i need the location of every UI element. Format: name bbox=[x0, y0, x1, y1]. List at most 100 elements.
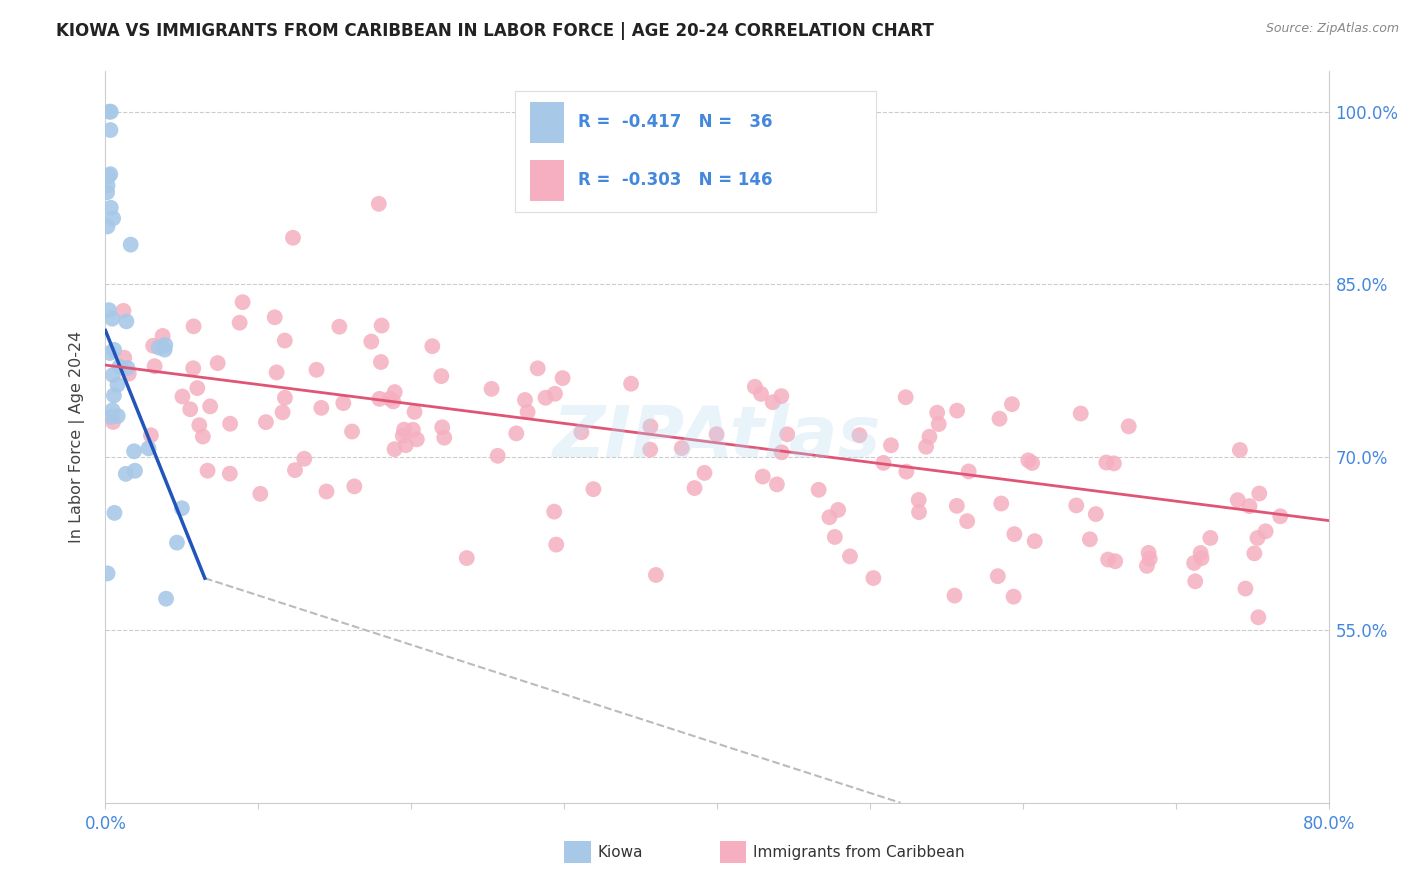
Point bbox=[915, 440, 938, 454]
Point bbox=[946, 499, 969, 513]
Text: Kiowa: Kiowa bbox=[598, 845, 643, 860]
Point bbox=[1249, 486, 1271, 500]
Point bbox=[219, 417, 242, 431]
Point bbox=[824, 530, 846, 544]
Point bbox=[908, 505, 931, 519]
Text: Immigrants from Caribbean: Immigrants from Caribbean bbox=[752, 845, 965, 860]
Point bbox=[281, 231, 304, 245]
Point bbox=[1184, 574, 1206, 589]
Point bbox=[392, 423, 415, 437]
Point bbox=[551, 371, 574, 385]
Point bbox=[544, 386, 567, 401]
Point bbox=[432, 420, 454, 434]
Point bbox=[433, 431, 456, 445]
Point bbox=[370, 355, 392, 369]
Point bbox=[744, 380, 766, 394]
Point bbox=[513, 392, 536, 407]
Point bbox=[101, 311, 124, 326]
Point bbox=[706, 427, 728, 442]
Point bbox=[107, 409, 129, 423]
Point bbox=[543, 505, 565, 519]
Point bbox=[263, 310, 285, 325]
Point bbox=[103, 343, 125, 357]
Point bbox=[546, 538, 568, 552]
Point bbox=[166, 535, 188, 549]
Point bbox=[360, 334, 382, 349]
Point bbox=[405, 433, 427, 447]
Point bbox=[96, 219, 118, 234]
Point bbox=[103, 388, 125, 402]
Point bbox=[1229, 442, 1251, 457]
Point bbox=[534, 391, 557, 405]
Point bbox=[1139, 551, 1161, 566]
Point bbox=[170, 501, 193, 516]
Point bbox=[181, 361, 204, 376]
FancyBboxPatch shape bbox=[720, 841, 747, 863]
Point bbox=[927, 406, 949, 420]
Point bbox=[818, 510, 841, 524]
Point bbox=[1243, 546, 1265, 560]
Point bbox=[391, 428, 413, 442]
Point bbox=[456, 551, 478, 566]
Point bbox=[305, 363, 328, 377]
Point bbox=[582, 482, 605, 496]
Point bbox=[97, 566, 120, 581]
Point bbox=[378, 392, 401, 406]
Point bbox=[112, 304, 135, 318]
Point bbox=[148, 341, 170, 355]
Point bbox=[1002, 527, 1025, 541]
Point bbox=[384, 385, 406, 400]
Point bbox=[1104, 554, 1126, 568]
Point bbox=[100, 201, 122, 215]
Point bbox=[115, 314, 138, 328]
Point bbox=[103, 506, 125, 520]
Point bbox=[402, 423, 425, 437]
Point bbox=[918, 430, 941, 444]
Point bbox=[101, 368, 124, 382]
Point bbox=[343, 479, 366, 493]
Point bbox=[142, 339, 165, 353]
Point bbox=[766, 477, 789, 491]
Point bbox=[956, 514, 979, 528]
Point bbox=[340, 425, 363, 439]
Point bbox=[101, 211, 124, 226]
Point bbox=[274, 391, 297, 405]
Point bbox=[191, 429, 214, 443]
Point bbox=[311, 401, 333, 415]
Point bbox=[232, 295, 254, 310]
Point bbox=[183, 319, 205, 334]
Point bbox=[100, 104, 122, 119]
Point bbox=[292, 451, 315, 466]
Point bbox=[880, 438, 903, 452]
Point bbox=[143, 359, 166, 374]
Point bbox=[153, 343, 176, 357]
Point bbox=[749, 387, 772, 401]
Point bbox=[112, 351, 135, 365]
Point bbox=[505, 426, 527, 441]
Point bbox=[249, 487, 271, 501]
Point bbox=[271, 405, 294, 419]
Point bbox=[254, 415, 277, 429]
Point bbox=[101, 415, 124, 429]
Point bbox=[315, 484, 337, 499]
Point bbox=[848, 428, 870, 442]
Point bbox=[138, 442, 160, 456]
Text: Source: ZipAtlas.com: Source: ZipAtlas.com bbox=[1265, 22, 1399, 36]
Point bbox=[1254, 524, 1277, 539]
Point bbox=[640, 419, 662, 434]
Point bbox=[1270, 509, 1292, 524]
Point bbox=[770, 389, 793, 403]
Point bbox=[100, 409, 122, 424]
Point bbox=[516, 405, 538, 419]
Point bbox=[872, 456, 894, 470]
Point bbox=[218, 467, 240, 481]
Point bbox=[1246, 531, 1268, 545]
Point bbox=[96, 185, 118, 199]
Point bbox=[1182, 556, 1205, 570]
Point bbox=[957, 465, 980, 479]
Point bbox=[122, 444, 145, 458]
Point bbox=[486, 449, 509, 463]
Text: KIOWA VS IMMIGRANTS FROM CARIBBEAN IN LABOR FORCE | AGE 20-24 CORRELATION CHART: KIOWA VS IMMIGRANTS FROM CARIBBEAN IN LA… bbox=[56, 22, 934, 40]
Point bbox=[108, 359, 131, 374]
Point bbox=[1189, 546, 1212, 560]
